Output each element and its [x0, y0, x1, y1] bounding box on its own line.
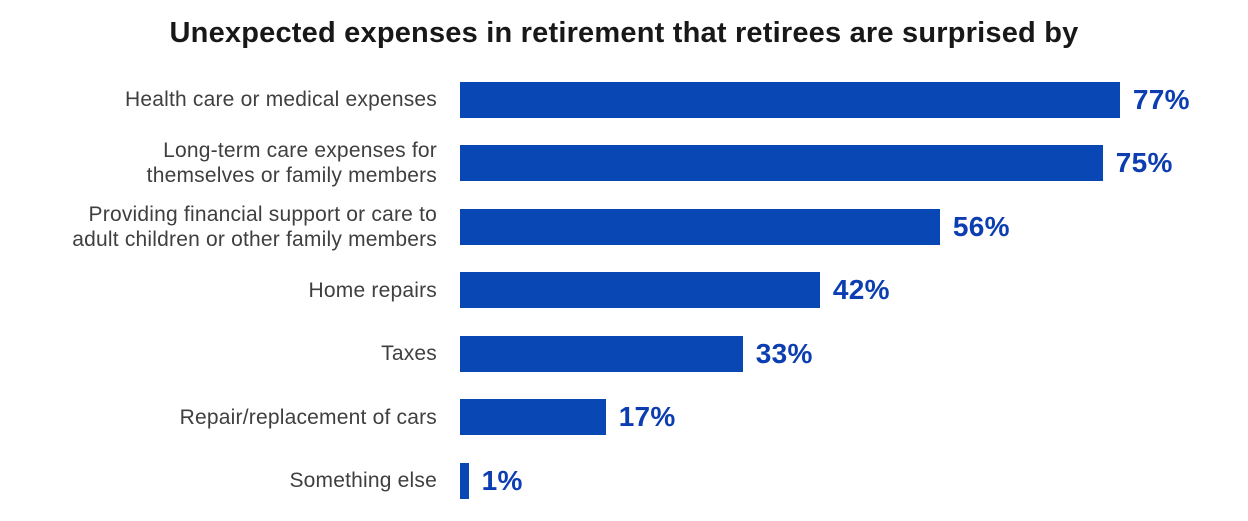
- bar-area: 17%: [460, 386, 1248, 450]
- bar-area: 1%: [460, 449, 1248, 513]
- bar-area: 42%: [460, 259, 1248, 323]
- category-label: Something else: [289, 469, 437, 493]
- bar-area: 56%: [460, 195, 1248, 259]
- category-label: Home repairs: [308, 278, 437, 302]
- chart-row: Health care or medical expenses 77%: [0, 68, 1248, 132]
- category-label: Providing financial support or care to a…: [72, 202, 437, 251]
- bar-area: 77%: [460, 68, 1248, 132]
- bar-area: 75%: [460, 132, 1248, 196]
- chart-row: Taxes 33%: [0, 322, 1248, 386]
- chart-row: Repair/replacement of cars 17%: [0, 386, 1248, 450]
- value-label: 42%: [832, 274, 890, 306]
- bar: [460, 335, 743, 372]
- bar: [460, 399, 606, 436]
- chart-row: Providing financial support or care to a…: [0, 195, 1248, 259]
- category-label: Long-term care expenses for themselves o…: [146, 139, 437, 188]
- chart-row: Long-term care expenses for themselves o…: [0, 132, 1248, 196]
- value-label: 75%: [1115, 147, 1173, 179]
- chart-row: Home repairs 42%: [0, 259, 1248, 323]
- bar: [460, 145, 1103, 182]
- chart-row: Something else 1%: [0, 449, 1248, 513]
- chart-title: Unexpected expenses in retirement that r…: [169, 17, 1079, 49]
- bar-chart-rows: Health care or medical expenses 77% Long-t…: [0, 68, 1248, 513]
- bar: [460, 81, 1120, 118]
- bar: [460, 272, 820, 309]
- category-label: Repair/replacement of cars: [179, 405, 437, 429]
- bar-area: 33%: [460, 322, 1248, 386]
- value-label: 33%: [755, 337, 813, 369]
- category-label: Taxes: [381, 342, 437, 366]
- category-label: Health care or medical expenses: [124, 88, 437, 112]
- bar: [460, 208, 940, 245]
- value-label: 56%: [952, 210, 1010, 242]
- value-label: 77%: [1132, 83, 1190, 115]
- bar: [460, 462, 469, 499]
- value-label: 17%: [618, 401, 676, 433]
- value-label: 1%: [481, 464, 523, 496]
